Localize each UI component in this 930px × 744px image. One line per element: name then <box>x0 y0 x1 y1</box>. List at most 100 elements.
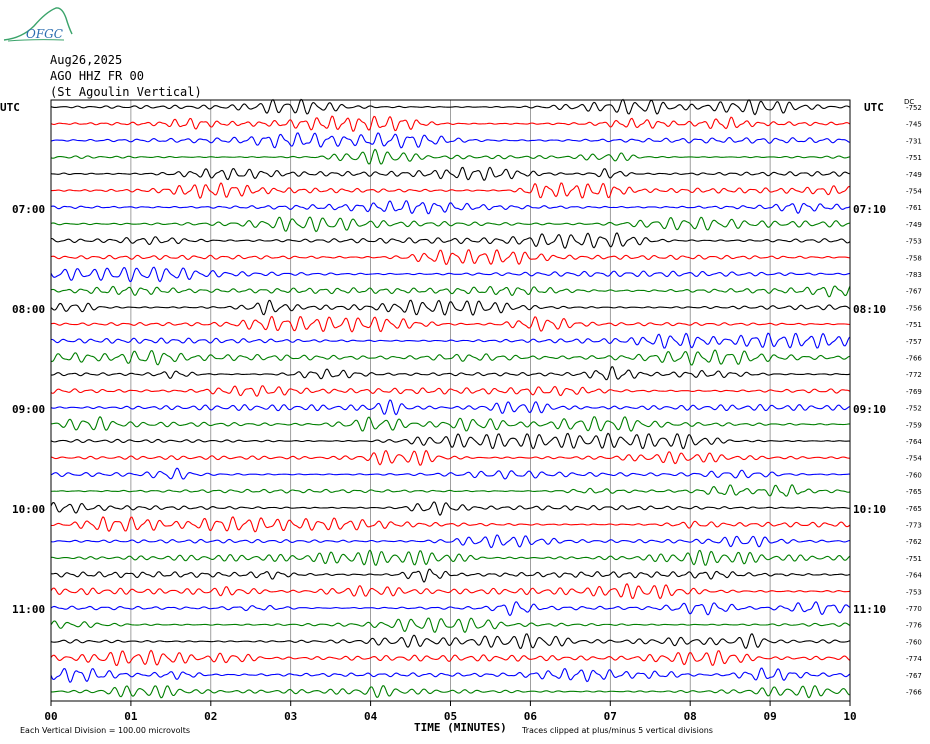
dc-offset-label: -752 <box>906 405 922 413</box>
seismic-trace <box>50 432 851 450</box>
seismic-trace <box>50 216 851 233</box>
dc-offset-label: -769 <box>906 388 922 396</box>
seismic-trace <box>50 182 851 199</box>
clip-note: Traces clipped at plus/minus 5 vertical … <box>522 726 713 735</box>
hour-label-left: 11:00 <box>12 603 46 616</box>
seismic-trace <box>50 166 851 181</box>
dc-offset-label: -759 <box>906 421 922 429</box>
seismic-trace <box>50 649 851 667</box>
seismic-trace <box>50 365 851 381</box>
seismic-trace <box>50 132 851 149</box>
dc-offset-label: -760 <box>906 638 922 646</box>
x-tick-label: 03 <box>284 710 297 723</box>
seismic-trace <box>50 484 851 497</box>
dc-offset-label: -761 <box>906 204 922 212</box>
dc-offset-label: -765 <box>906 505 922 513</box>
dc-offset-label: -783 <box>906 271 922 279</box>
dc-offset-label: -772 <box>906 371 922 379</box>
dc-offset-label: -764 <box>906 438 922 446</box>
seismic-trace <box>50 399 851 416</box>
dc-offset-label: -753 <box>906 588 922 596</box>
hour-label-right: 11:10 <box>853 603 887 616</box>
seismic-trace <box>50 416 851 432</box>
time-grid <box>130 100 771 701</box>
seismic-trace <box>50 385 851 397</box>
seismic-trace <box>50 467 851 480</box>
seismic-traces: -752 -745 -731 -751 -749 -754 -761 -749 -753 -758… <box>50 98 922 699</box>
dc-offset-label: -776 <box>906 622 922 630</box>
x-axis-ticks: 00 01 02 03 04 05 06 07 08 09 10 <box>44 701 857 723</box>
dc-offset-label: -773 <box>906 522 922 530</box>
x-tick-label: 06 <box>524 710 538 723</box>
right-axis-title: UTC <box>864 101 884 114</box>
dc-offset-label: -774 <box>906 655 922 663</box>
seismic-trace <box>50 266 851 283</box>
header-station-name: (St Agoulin Vertical) <box>50 85 202 99</box>
seismic-trace <box>50 232 851 250</box>
seismic-trace <box>50 449 851 466</box>
ofgc-logo: OFGC <box>2 4 74 44</box>
seismic-trace <box>50 148 851 165</box>
seismic-trace <box>50 200 851 215</box>
hour-label-right: 07:10 <box>853 203 887 216</box>
hour-label-left: 09:00 <box>12 403 46 416</box>
seismic-trace <box>50 601 851 617</box>
seismic-trace <box>50 549 851 566</box>
dc-offset-label: -760 <box>906 471 922 479</box>
dc-offset-label: -757 <box>906 338 922 346</box>
seismic-trace <box>50 534 851 549</box>
dc-offset-label: -749 <box>906 221 922 229</box>
dc-offset-label: -765 <box>906 488 922 496</box>
hour-label-right: 10:10 <box>853 503 887 516</box>
seismic-trace <box>50 633 851 649</box>
seismic-trace <box>50 568 851 583</box>
seismic-trace <box>50 299 851 316</box>
x-tick-label: 08 <box>684 710 697 723</box>
dc-offset-label: -754 <box>906 455 922 463</box>
seismic-trace <box>50 332 851 349</box>
seismic-trace <box>50 349 851 366</box>
dc-offset-label: -756 <box>906 304 922 312</box>
seismic-trace <box>50 685 851 699</box>
x-tick-label: 00 <box>44 710 57 723</box>
dc-offset-label: -767 <box>906 672 922 680</box>
dc-offset-label: -749 <box>906 171 922 179</box>
x-tick-label: 09 <box>763 710 776 723</box>
logo-mountain-icon <box>3 7 73 42</box>
dc-offset-label: -751 <box>906 321 922 329</box>
x-tick-label: 02 <box>204 710 217 723</box>
header-date: Aug26,2025 <box>50 53 123 67</box>
dc-offset-label: -754 <box>906 188 922 196</box>
dc-offset-label: -766 <box>906 689 922 697</box>
dc-offset-label: -753 <box>906 238 922 246</box>
x-tick-label: 05 <box>444 710 457 723</box>
dc-axis-title: DC <box>904 98 915 106</box>
dc-offset-label: -770 <box>906 605 922 613</box>
seismic-trace <box>50 516 851 533</box>
logo-text: OFGC <box>26 27 63 41</box>
x-tick-label: 07 <box>604 710 617 723</box>
dc-offset-label: -767 <box>906 288 922 296</box>
seismic-trace <box>50 98 851 116</box>
x-tick-label: 10 <box>843 710 856 723</box>
dc-offset-label: -751 <box>906 154 922 162</box>
dc-offset-label: -762 <box>906 538 922 546</box>
seismic-trace <box>50 667 851 683</box>
dc-offset-label: -752 <box>906 104 922 112</box>
seismic-trace <box>50 115 851 132</box>
seismic-trace <box>50 285 851 298</box>
seismic-trace <box>50 582 851 600</box>
scale-note: Each Vertical Division = 100.00 microvol… <box>20 726 191 735</box>
seismic-trace <box>50 249 851 266</box>
hour-label-left: 10:00 <box>12 503 46 516</box>
left-axis-title: UTC <box>0 101 20 114</box>
hour-label-left: 08:00 <box>12 303 46 316</box>
dc-offset-label: -764 <box>906 572 922 580</box>
x-tick-label: 04 <box>364 710 378 723</box>
x-tick-label: 01 <box>124 710 138 723</box>
hour-label-right: 09:10 <box>853 403 887 416</box>
dc-offset-label: -766 <box>906 355 922 363</box>
dc-offset-label: -745 <box>906 121 922 129</box>
dc-offset-label: -731 <box>906 137 922 145</box>
